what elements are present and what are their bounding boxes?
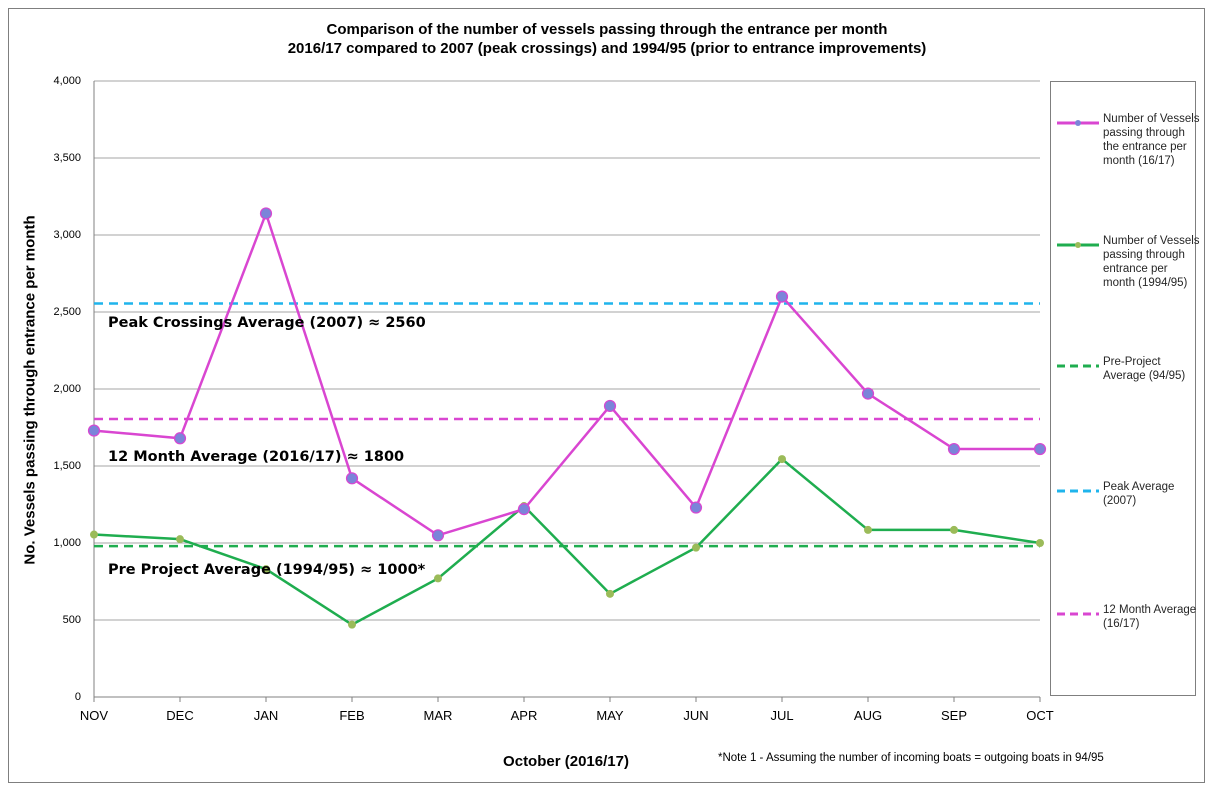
- legend-label: Number of Vessels passing through entran…: [1103, 235, 1200, 289]
- chart-title-line-2: 2016/17 compared to 2007 (peak crossings…: [287, 40, 927, 57]
- y-tick-label: 4,000: [53, 75, 81, 87]
- y-tick-label: 1,000: [53, 537, 81, 549]
- y-tick-label: 0: [74, 691, 81, 703]
- series-2016-17-point: [775, 290, 789, 303]
- series-2016-17-point: [259, 207, 273, 220]
- y-tick-label: 2,500: [53, 306, 81, 318]
- series-2016-17-point: [947, 442, 961, 456]
- x-tick-label: FEB: [339, 708, 365, 723]
- legend-label: Number of Vessels passing through the en…: [1103, 113, 1200, 167]
- series-2016-17-point: [861, 387, 875, 400]
- y-tick-label: 1,500: [53, 460, 81, 472]
- x-tick-label: JUN: [683, 708, 709, 723]
- series-1994-95-point: [176, 535, 184, 544]
- x-axis-label: October (2016/17): [503, 753, 629, 770]
- series-1994-95-point: [1036, 539, 1044, 547]
- x-tick-label: NOV: [79, 708, 109, 723]
- legend-swatch-cyan-dashed: [1057, 489, 1099, 493]
- chart-title-line-1: Comparison of the number of vessels pass…: [326, 21, 888, 38]
- x-tick-label: OCT: [1026, 708, 1054, 723]
- series-1994-95-point: [864, 525, 872, 534]
- x-tick-label: SEP: [940, 708, 968, 723]
- series-2016-17-point: [517, 503, 531, 516]
- series-2016-17-line: [93, 209, 1040, 537]
- series-2016-17-point: [689, 501, 703, 514]
- legend-swatch-green-line: [1057, 242, 1099, 248]
- x-tick-label: MAY: [596, 708, 624, 723]
- y-tick-label: 2,000: [53, 383, 81, 395]
- series-1994-95-point: [692, 543, 700, 552]
- x-tick-label: JAN: [253, 708, 279, 723]
- x-tick-label: MAR: [423, 708, 453, 723]
- legend-swatch-magenta-dashed: [1057, 612, 1099, 616]
- series-1994-95-point: [348, 620, 356, 629]
- legend-swatch-green-dashed: [1057, 364, 1099, 368]
- x-tick-label: JUL: [770, 708, 794, 723]
- x-tick-label: AUG: [853, 708, 883, 723]
- twelve-month-average-annotation: 12 Month Average (2016/17) ≈ 1800: [108, 449, 405, 465]
- series-2016-17-point: [345, 472, 359, 485]
- series-1994-95-point: [262, 565, 270, 574]
- y-tick-label: 3,500: [53, 152, 81, 164]
- series-1994-95-line: [93, 457, 1041, 627]
- series-2016-17-point: [603, 399, 617, 413]
- y-tick-label: 500: [62, 614, 81, 626]
- series-1994-95-point: [606, 589, 614, 598]
- series-2016-17-point: [431, 529, 445, 542]
- footnote: *Note 1 - Assuming the number of incomin…: [718, 752, 1104, 764]
- series-2016-17-point: [87, 424, 101, 437]
- legend-label: Pre-Project Average (94/95): [1103, 356, 1186, 382]
- y-axis-label: No. Vessels passing through entrance per…: [21, 215, 39, 565]
- chart-frame: [8, 8, 1205, 783]
- y-tick-label: 3,000: [53, 229, 81, 241]
- legend-label: Peak Average (2007): [1103, 481, 1175, 507]
- x-tick-label: DEC: [166, 708, 194, 723]
- series-1994-95-point: [90, 530, 98, 539]
- series-1994-95-point: [950, 525, 958, 534]
- peak-average-annotation: Peak Crossings Average (2007) ≈ 2560: [108, 315, 426, 331]
- legend-swatch-magenta-line: [1057, 120, 1099, 126]
- legend: [1050, 81, 1196, 696]
- series-2016-17-point: [173, 432, 187, 445]
- pre-project-average-annotation: Pre Project Average (1994/95) ≈ 1000*: [108, 562, 426, 578]
- x-tick-label: APR: [510, 708, 538, 723]
- series-2016-17-point: [1033, 442, 1047, 456]
- series-1994-95-point: [778, 455, 786, 464]
- series-1994-95-point: [434, 574, 442, 583]
- legend-label: 12 Month Average (16/17): [1103, 604, 1197, 630]
